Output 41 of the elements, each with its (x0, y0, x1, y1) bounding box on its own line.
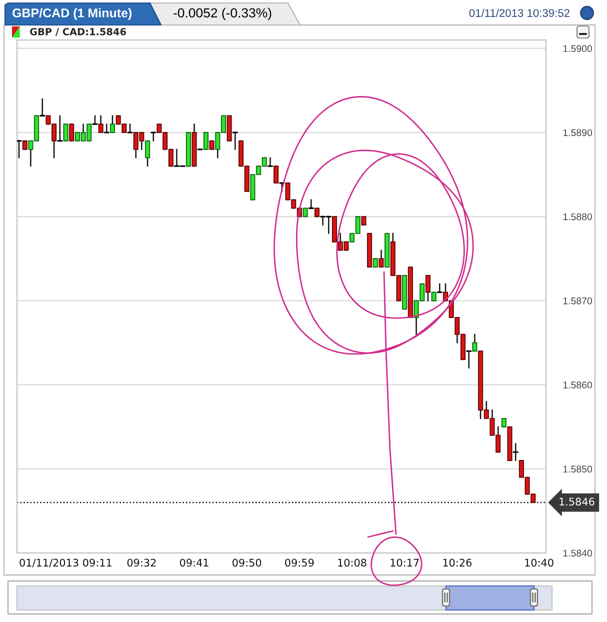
candlestick (232, 132, 238, 150)
candlestick (308, 199, 314, 209)
x-tick-label: 10:08 (338, 558, 366, 567)
candlestick (512, 443, 518, 462)
legend-label: GBP / CAD:1.5846 (30, 28, 126, 36)
candlestick (203, 132, 208, 150)
y-tick-label: 1.5840 (563, 550, 592, 557)
candlestick (436, 283, 442, 294)
ref-line-label: 1.5846 (560, 498, 594, 506)
candlestick (63, 123, 68, 142)
candlestick (98, 115, 104, 134)
candlestick (145, 140, 150, 167)
candlestick (425, 274, 430, 302)
x-tick-label: 10:26 (443, 558, 472, 567)
y-tick-label: 1.5850 (563, 466, 592, 473)
candlestick (69, 123, 74, 142)
candlestick (57, 115, 63, 142)
candlestick (17, 140, 22, 158)
x-tick-label: 10:40 (525, 558, 554, 567)
x-tick-label: 01/11/2013 09:11 (20, 558, 112, 568)
candlestick (40, 98, 46, 116)
y-tick-label: 1.5900 (563, 45, 592, 52)
x-tick-label: 10:17 (390, 558, 419, 567)
candlestick (110, 115, 116, 134)
x-tick-label: 09:50 (232, 558, 262, 567)
text: 01/11/2013 10:39:52 (469, 8, 570, 17)
candlestick (378, 250, 384, 268)
y-tick-label: 1.5880 (563, 213, 592, 220)
candlestick (274, 166, 279, 184)
candlestick (267, 157, 274, 167)
candlestick (466, 350, 472, 369)
chart-title: GBP/CAD (1 Minute) (12, 8, 132, 20)
y-tick-label: 1.5870 (563, 297, 592, 304)
y-tick-label: 1.5860 (563, 382, 592, 388)
x-tick-label: 09:59 (285, 558, 314, 567)
x-tick-label: 09:41 (180, 558, 208, 567)
candlestick (104, 123, 110, 134)
y-tick-label: 1.5890 (563, 129, 592, 136)
x-tick-label: 09:32 (127, 558, 156, 567)
chart-subtitle: -0.0052 (-0.33%) (174, 8, 272, 20)
candlestick (472, 334, 478, 352)
